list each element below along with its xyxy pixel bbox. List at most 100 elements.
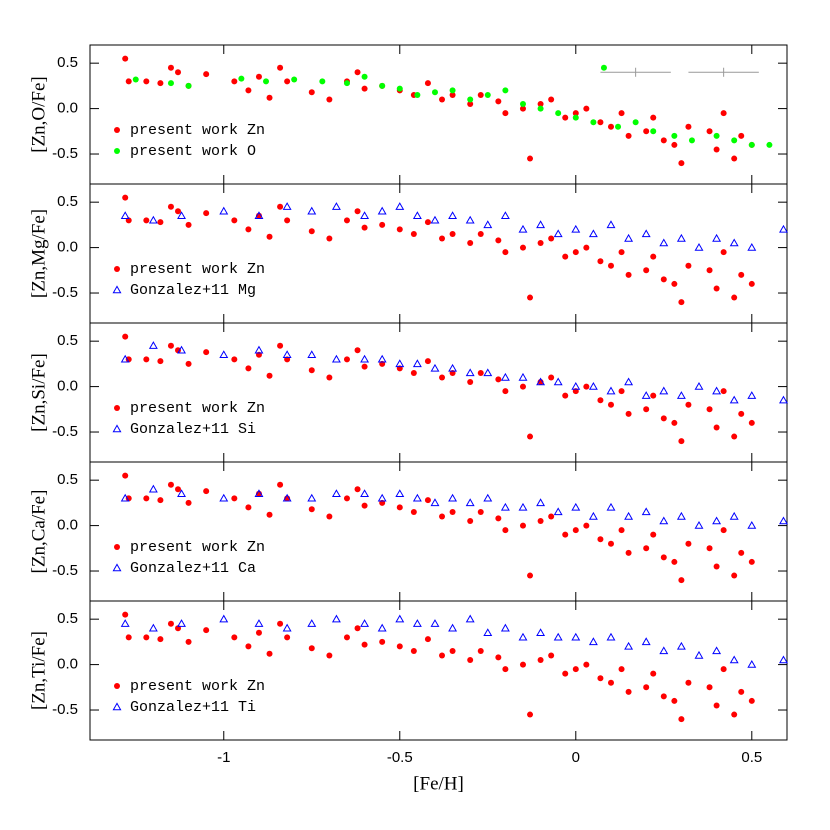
data-point bbox=[713, 424, 720, 431]
data-point bbox=[430, 619, 440, 627]
data-point bbox=[185, 360, 192, 367]
data-point bbox=[731, 137, 738, 144]
data-point bbox=[185, 221, 192, 228]
data-point bbox=[495, 654, 502, 661]
data-point bbox=[643, 267, 650, 274]
data-point bbox=[678, 438, 685, 445]
data-point bbox=[395, 359, 405, 368]
data-point bbox=[712, 386, 722, 395]
data-point bbox=[676, 641, 686, 650]
data-point bbox=[185, 82, 192, 89]
data-point bbox=[660, 693, 667, 700]
data-point bbox=[396, 85, 403, 92]
data-point bbox=[379, 82, 386, 89]
data-point bbox=[607, 401, 614, 408]
data-point bbox=[606, 502, 616, 511]
data-point bbox=[361, 224, 368, 231]
data-point bbox=[694, 242, 704, 251]
data-point bbox=[650, 392, 657, 399]
data-point bbox=[588, 229, 598, 238]
data-point bbox=[643, 684, 650, 691]
data-point bbox=[643, 406, 650, 413]
data-point bbox=[157, 636, 164, 643]
data-point bbox=[536, 220, 546, 229]
data-point bbox=[167, 80, 174, 87]
data-point bbox=[326, 235, 333, 242]
y-tick-label: -0.5 bbox=[52, 284, 78, 301]
data-point bbox=[465, 215, 475, 224]
data-point bbox=[527, 155, 534, 162]
data-point bbox=[284, 634, 291, 641]
data-point bbox=[597, 397, 604, 404]
data-point bbox=[255, 629, 262, 636]
legend-marker bbox=[114, 683, 120, 689]
data-point bbox=[583, 244, 590, 251]
data-point bbox=[120, 493, 130, 502]
data-point bbox=[148, 215, 158, 224]
x-axis-label: [Fe/H] bbox=[413, 773, 464, 794]
data-point bbox=[766, 141, 773, 148]
data-point bbox=[537, 105, 544, 112]
data-point bbox=[588, 381, 598, 390]
data-point bbox=[175, 208, 182, 215]
data-point bbox=[439, 96, 446, 103]
data-point bbox=[238, 75, 245, 82]
data-point bbox=[343, 495, 350, 502]
data-point bbox=[597, 675, 604, 682]
data-point bbox=[177, 619, 186, 627]
data-point bbox=[331, 489, 341, 497]
data-point bbox=[625, 549, 632, 556]
data-point bbox=[650, 128, 657, 135]
data-point bbox=[343, 634, 350, 641]
data-point bbox=[424, 219, 431, 226]
data-point bbox=[624, 641, 634, 650]
data-point bbox=[607, 679, 614, 686]
data-point bbox=[618, 527, 625, 534]
data-point bbox=[377, 206, 387, 215]
x-tick-label: -1 bbox=[217, 749, 230, 766]
data-point bbox=[448, 623, 458, 632]
data-point bbox=[729, 238, 739, 247]
data-point bbox=[572, 110, 579, 117]
data-point bbox=[157, 497, 164, 504]
data-point bbox=[410, 230, 417, 237]
legend-marker bbox=[114, 266, 120, 272]
data-point bbox=[231, 356, 238, 363]
data-point bbox=[307, 350, 317, 358]
data-point bbox=[571, 224, 581, 233]
data-point bbox=[527, 433, 534, 440]
data-point bbox=[779, 655, 788, 664]
data-point bbox=[148, 623, 158, 632]
data-point bbox=[326, 513, 333, 520]
data-point bbox=[678, 577, 685, 584]
data-point bbox=[277, 342, 284, 349]
data-point bbox=[583, 105, 590, 112]
data-point bbox=[396, 226, 403, 233]
data-point bbox=[536, 628, 546, 636]
y-tick-label: -0.5 bbox=[52, 701, 78, 718]
data-point bbox=[284, 217, 291, 224]
y-tick-label: -0.5 bbox=[52, 562, 78, 579]
legend-label: present work Zn bbox=[130, 539, 265, 556]
data-point bbox=[731, 572, 738, 579]
data-point bbox=[277, 64, 284, 71]
data-point bbox=[308, 506, 315, 513]
data-point bbox=[618, 388, 625, 395]
data-point bbox=[643, 545, 650, 552]
y-tick-label: 0.0 bbox=[57, 100, 78, 117]
data-point bbox=[467, 96, 474, 103]
data-point bbox=[143, 217, 150, 224]
data-point bbox=[157, 219, 164, 226]
data-point bbox=[694, 520, 704, 529]
data-point bbox=[361, 85, 368, 92]
y-tick-label: 0.0 bbox=[57, 239, 78, 256]
data-point bbox=[548, 235, 555, 242]
data-point bbox=[448, 493, 458, 502]
data-point bbox=[255, 73, 262, 80]
data-point bbox=[412, 493, 422, 502]
data-point bbox=[685, 540, 692, 547]
data-point bbox=[412, 359, 422, 368]
data-point bbox=[354, 486, 361, 493]
data-point bbox=[618, 249, 625, 256]
data-point bbox=[467, 101, 474, 108]
